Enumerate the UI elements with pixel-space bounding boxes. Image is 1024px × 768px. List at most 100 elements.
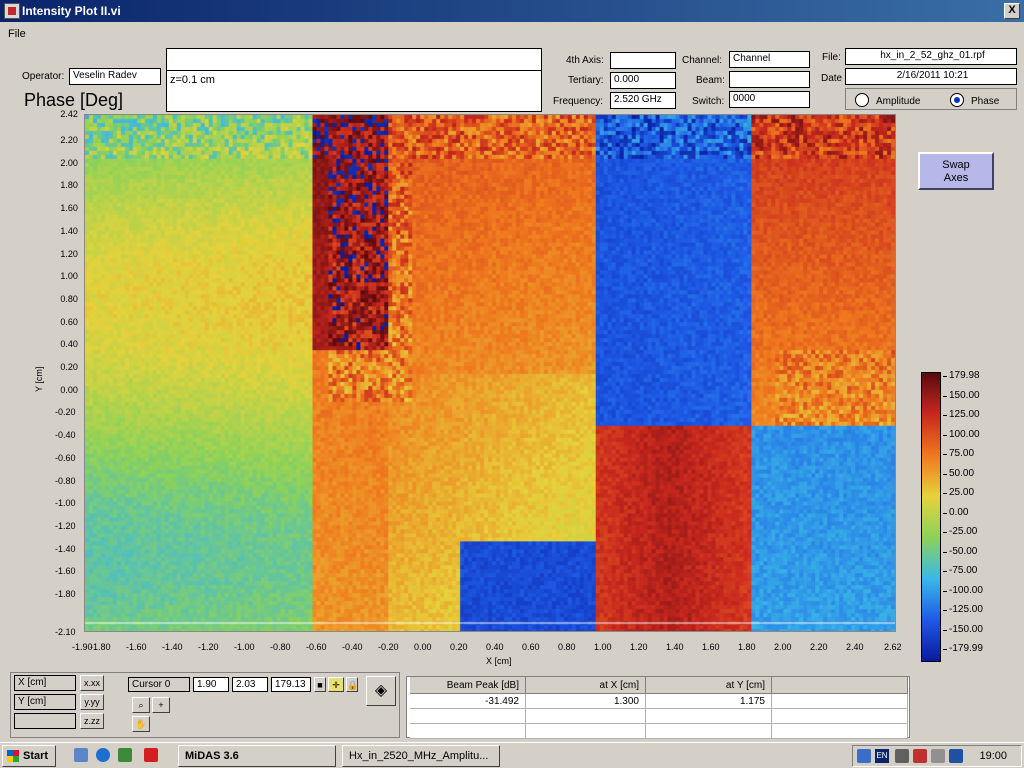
amplitude-radio[interactable] — [855, 93, 869, 107]
frequency-label: Frequency: — [553, 96, 604, 107]
cursor-z-label — [14, 713, 76, 729]
peak-table-cell[interactable] — [410, 709, 526, 724]
operator-field[interactable]: Veselin Radev — [69, 68, 161, 85]
printer-icon[interactable] — [895, 749, 909, 763]
x-tick-label: -0.60 — [306, 642, 327, 652]
colorbar-tick-label: -25.00 — [943, 526, 977, 537]
y-tick-label: -0.20 — [55, 407, 76, 418]
z-format-button[interactable]: z.zz — [80, 713, 104, 729]
y-tick-label: 1.60 — [60, 203, 78, 214]
alert-icon[interactable] — [913, 749, 927, 763]
start-button[interactable]: Start — [2, 745, 56, 767]
x-tick-label: -1.40 — [162, 642, 183, 652]
colorbar-tick-label: -125.00 — [943, 604, 983, 615]
peak-table-cell[interactable]: 1.175 — [646, 694, 772, 709]
channel-field[interactable]: Channel — [729, 51, 810, 68]
volume-icon[interactable] — [931, 749, 945, 763]
y-tick-label: -0.80 — [55, 475, 76, 486]
comment-top-field[interactable] — [166, 48, 542, 71]
cursor-panel — [10, 672, 400, 738]
x-tick-label: -0.40 — [342, 642, 363, 652]
x-format-button[interactable]: x.xx — [80, 675, 104, 691]
pan-hand-icon[interactable]: ✋ — [132, 716, 150, 732]
colorbar-tick-label: -100.00 — [943, 585, 983, 596]
y-format-button[interactable]: y.yy — [80, 694, 104, 710]
task-hx-file[interactable]: Hx_in_2520_MHz_Amplitu... — [342, 745, 500, 767]
cursor-style-button[interactable]: ■ — [314, 677, 326, 692]
x-tick-label: 2.00 — [774, 642, 792, 652]
crosshair-tool-icon[interactable]: + — [152, 697, 170, 713]
desktop-icon[interactable] — [74, 748, 88, 762]
cursor-crosshair-icon[interactable]: ✛ — [328, 677, 344, 692]
comment-field[interactable]: z=0.1 cm — [166, 70, 542, 112]
colorbar-tick-label: 25.00 — [943, 487, 974, 498]
close-button[interactable]: X — [1004, 3, 1020, 19]
cursor-x-value[interactable]: 1.90 — [193, 677, 229, 692]
peak-table-cell[interactable] — [646, 724, 772, 739]
x-tick-label: -1.00 — [234, 642, 255, 652]
colorbar-tick-label: -50.00 — [943, 546, 977, 557]
peak-table-cell[interactable]: 1.300 — [526, 694, 646, 709]
x-tick-label: 2.20 — [810, 642, 828, 652]
ie-icon[interactable] — [96, 748, 110, 762]
x-tick-label: -1.80 — [90, 642, 111, 652]
peak-table-cell[interactable] — [526, 724, 646, 739]
y-tick-label: -1.20 — [55, 520, 76, 531]
x-tick-label: 1.60 — [702, 642, 720, 652]
y-tick-label: -2.10 — [55, 627, 76, 637]
peak-table-cell[interactable]: -31.492 — [410, 694, 526, 709]
date-label: Date — [821, 73, 843, 84]
lock-icon[interactable]: 🔒 — [346, 677, 358, 692]
phase-radio[interactable] — [950, 93, 964, 107]
y-tick-label: -0.40 — [55, 430, 76, 441]
explorer-icon[interactable] — [118, 748, 132, 762]
colorbar-tick-label: 0.00 — [943, 507, 968, 518]
tertiary-label: Tertiary: — [568, 75, 604, 86]
plot-title: Phase [Deg] — [24, 90, 124, 110]
peak-table-header: at X [cm] — [526, 677, 646, 694]
amplitude-label: Amplitude — [876, 96, 921, 107]
swap-axes-button[interactable]: Swap Axes — [918, 152, 994, 190]
cursor-name-field[interactable]: Cursor 0 — [128, 677, 190, 692]
y-tick-label: -0.60 — [55, 452, 76, 463]
peak-table-cell[interactable] — [410, 724, 526, 739]
y-tick-label: -1.00 — [55, 498, 76, 509]
switch-field[interactable]: 0000 — [729, 91, 810, 108]
tertiary-field[interactable]: 0.000 — [610, 72, 676, 89]
colorbar-tick-label: -179.99 — [943, 643, 983, 654]
swap-line2: Axes — [943, 172, 969, 184]
y-tick-label: 2.20 — [60, 135, 78, 145]
peak-table-cell[interactable] — [526, 709, 646, 724]
phase-heatmap[interactable] — [85, 115, 895, 631]
operator-label: Operator: — [22, 71, 65, 82]
file-field[interactable]: hx_in_2_52_ghz_01.rpf — [845, 48, 1017, 65]
x-tick-label: -1.20 — [198, 642, 219, 652]
peak-table-cell[interactable] — [646, 709, 772, 724]
intensity-plot[interactable] — [84, 114, 896, 632]
y-tick-label: 1.40 — [60, 225, 78, 236]
task-midas[interactable]: MiDAS 3.6 — [178, 745, 336, 767]
labview-icon[interactable] — [144, 748, 158, 762]
fourth-axis-label: 4th Axis: — [566, 55, 604, 66]
peak-table-cell[interactable] — [772, 709, 908, 724]
cursor-x-label: X [cm] — [14, 675, 76, 691]
date-field[interactable]: 2/16/2011 10:21 — [845, 68, 1017, 85]
file-label: File: — [822, 52, 841, 63]
peak-table-cell[interactable] — [772, 724, 908, 739]
beam-field[interactable] — [729, 71, 810, 88]
cursor-move-icon[interactable]: ◈ — [366, 676, 396, 706]
fourth-axis-field[interactable] — [610, 52, 676, 69]
x-tick-label: -0.80 — [270, 642, 291, 652]
language-indicator[interactable]: EN — [875, 749, 889, 763]
zoom-icon[interactable]: ⌕ — [132, 697, 150, 713]
mode-selector — [845, 88, 1017, 110]
menu-file[interactable]: File — [8, 28, 26, 40]
peak-table-cell[interactable] — [772, 694, 908, 709]
colorbar-tick-label: 125.00 — [943, 409, 980, 420]
network-icon[interactable] — [857, 749, 871, 763]
monitor-icon[interactable] — [949, 749, 963, 763]
frequency-field[interactable]: 2.520 GHz — [610, 92, 676, 109]
cursor-y-value[interactable]: 2.03 — [232, 677, 268, 692]
cursor-z-value[interactable]: 179.13 — [271, 677, 311, 692]
y-tick-label: 1.80 — [60, 180, 78, 191]
